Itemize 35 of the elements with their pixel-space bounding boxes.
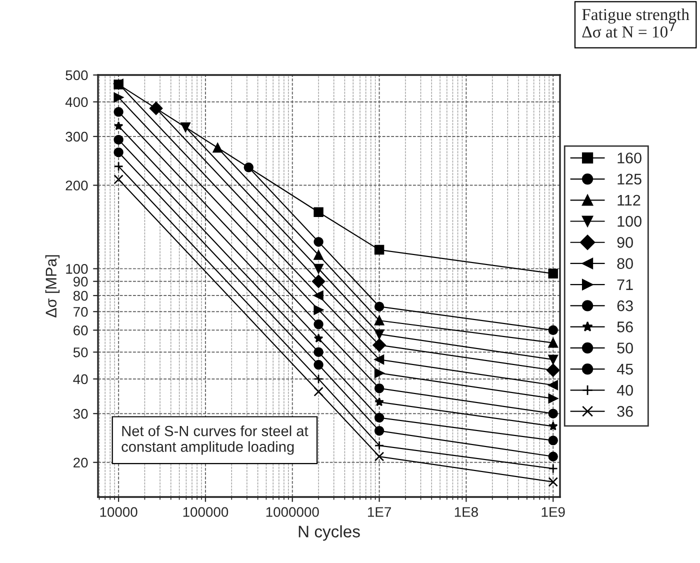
x-tick-label: 10000 <box>100 507 138 517</box>
annotation: Net of S-N curves for steel at constant amplitude loading <box>122 426 308 455</box>
legend-label: 100 <box>618 216 642 227</box>
y-tick-label: 40 <box>73 374 88 384</box>
x-tick-label: 1E8 <box>454 507 478 517</box>
legend-label: 125 <box>618 174 642 185</box>
y-tick-label: 30 <box>73 408 88 419</box>
legend-label: 80 <box>617 258 633 269</box>
legend-label: 63 <box>617 300 633 312</box>
y-tick-label: 80 <box>73 290 88 301</box>
legend-label: 45 <box>616 364 633 375</box>
y-tick-label: 70 <box>74 306 88 317</box>
y-tick-label: 100 <box>66 264 88 274</box>
x-tick-label: 1E7 <box>368 507 391 517</box>
x-axis-title: N cycles <box>298 525 360 541</box>
legend-label: 36 <box>617 406 633 417</box>
y-tick-label: 60 <box>74 326 88 336</box>
y-tick-label: 20 <box>74 458 88 468</box>
legend-label: 50 <box>617 342 633 354</box>
x-tick-label: 1E9 <box>542 507 565 517</box>
x-tick-label: 1000000 <box>266 507 319 517</box>
y-tick-label: 500 <box>66 70 88 80</box>
legend-label: 40 <box>616 384 633 396</box>
y-axis-title: Δσ [MPa] <box>45 255 60 318</box>
y-tick-label: 300 <box>66 132 88 142</box>
legend-label: 160 <box>618 152 642 164</box>
legend-label: 56 <box>617 322 633 332</box>
x-tick-label: 100000 <box>183 507 228 517</box>
y-tick-label: 50 <box>73 347 88 358</box>
y-tick-label: 90 <box>73 276 88 287</box>
y-tick-label: 200 <box>66 180 88 190</box>
legend-label: 112 <box>618 194 640 206</box>
y-tick-label: 400 <box>65 97 88 108</box>
legend-label: 71 <box>617 279 633 290</box>
legend-label: 90 <box>617 237 633 248</box>
